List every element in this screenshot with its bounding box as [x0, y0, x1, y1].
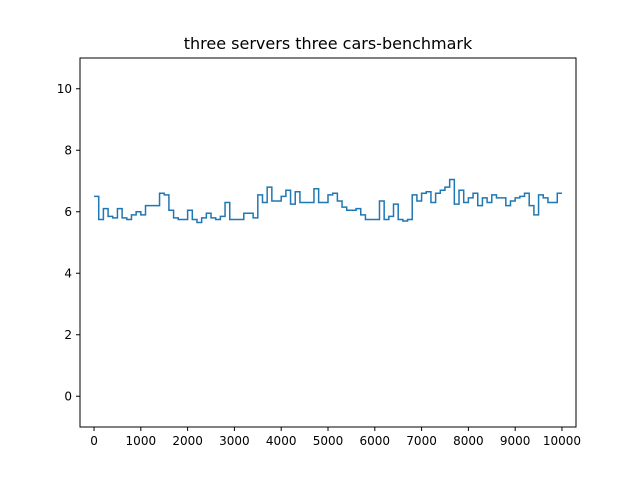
y-tick-label: 10: [57, 82, 72, 96]
series-layer: [94, 178, 562, 224]
x-tick-label: 0: [90, 434, 98, 448]
chart-title: three servers three cars-benchmark: [184, 34, 473, 53]
x-tick-label: 6000: [360, 434, 391, 448]
x-tick-label: 9000: [500, 434, 531, 448]
x-tick-label: 4000: [266, 434, 297, 448]
y-tick-label: 4: [64, 266, 72, 280]
y-tick-label: 0: [64, 389, 72, 403]
y-tick-label: 2: [64, 328, 72, 342]
x-tick-label: 1000: [126, 434, 157, 448]
y-tick-label: 8: [64, 143, 72, 157]
x-tick-label: 10000: [543, 434, 581, 448]
x-tick-label: 8000: [453, 434, 484, 448]
x-tick-label: 5000: [313, 434, 344, 448]
x-tick-label: 3000: [219, 434, 250, 448]
x-tick-label: 7000: [406, 434, 437, 448]
plot-frame: [79, 57, 577, 428]
series-line: [94, 178, 562, 224]
axis-ticks: 0 1000 2000 3000 4000 5000 6000 7000 8000 9000 100…: [57, 82, 581, 448]
y-tick-label: 6: [64, 205, 72, 219]
x-tick-label: 2000: [172, 434, 203, 448]
